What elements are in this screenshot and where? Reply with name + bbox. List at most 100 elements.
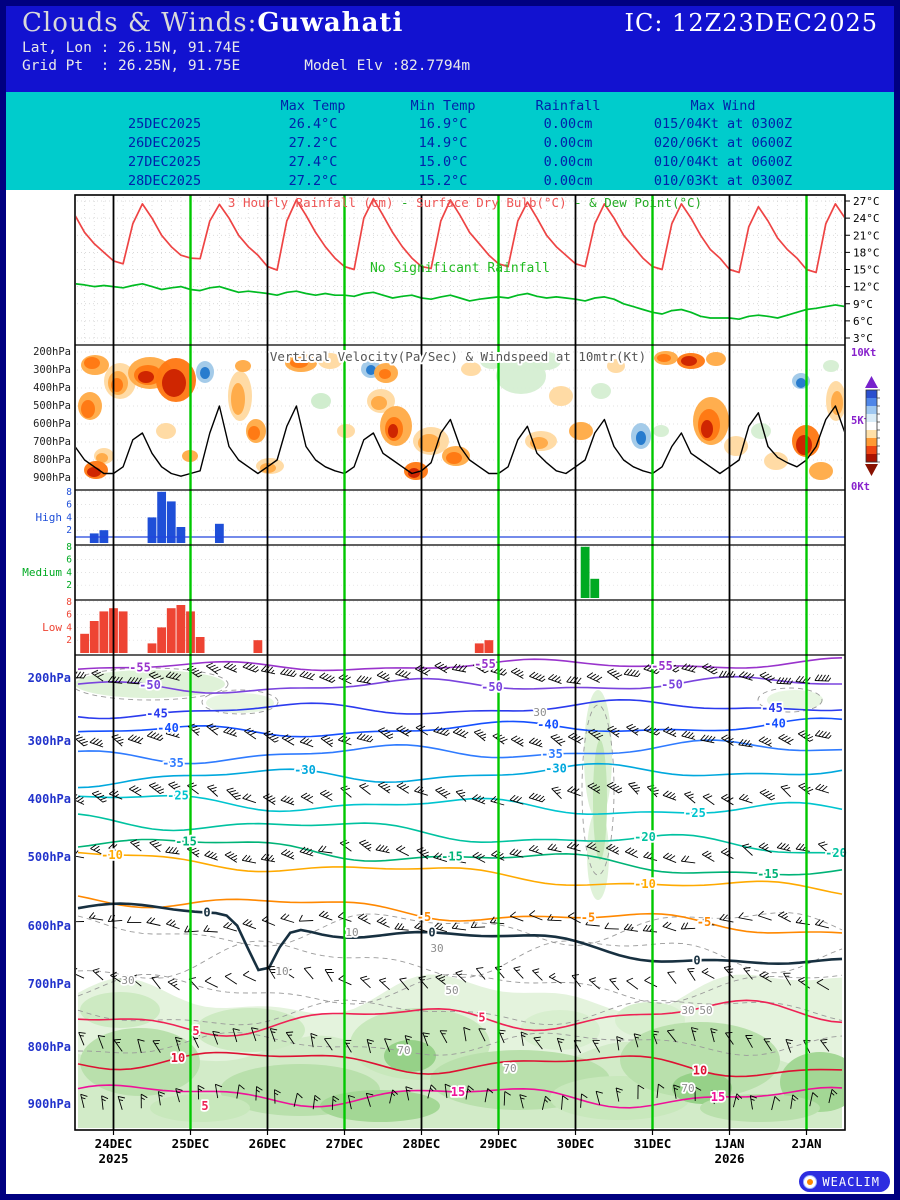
svg-text:-15: -15 bbox=[757, 867, 779, 881]
svg-text:-25: -25 bbox=[167, 789, 189, 803]
title-station: Guwahati bbox=[257, 8, 404, 38]
summary-col-header: Min Temp bbox=[410, 97, 476, 114]
svg-text:5: 5 bbox=[684, 1004, 691, 1018]
svg-text:-35: -35 bbox=[162, 756, 184, 770]
wind-barbs bbox=[76, 661, 838, 1111]
svg-text:200hPa: 200hPa bbox=[33, 346, 71, 358]
summary-table-row: 28DEC2025 27.2°C 15.2°C 0.00cm 010/03Kt at 0… bbox=[6, 171, 894, 190]
svg-text:0: 0 bbox=[428, 925, 435, 939]
summary-value: 0.00cm bbox=[543, 115, 593, 132]
svg-text:26DEC: 26DEC bbox=[249, 1136, 287, 1151]
svg-text:0Kt: 0Kt bbox=[851, 481, 870, 493]
svg-text:5: 5 bbox=[192, 1024, 199, 1038]
svg-text:4: 4 bbox=[66, 512, 72, 523]
svg-text:400hPa: 400hPa bbox=[28, 792, 71, 806]
model-elv-label: Model Elv :82.7794m bbox=[304, 58, 471, 74]
summary-value: 0.00cm bbox=[543, 134, 593, 151]
svg-text:600hPa: 600hPa bbox=[33, 418, 71, 430]
svg-text:31DEC: 31DEC bbox=[634, 1136, 672, 1151]
svg-text:6°C: 6°C bbox=[853, 315, 873, 328]
grid-pt-label: Grid Pt : 26.25N, 91.75E bbox=[22, 58, 241, 74]
upper-air-panel bbox=[76, 657, 844, 1128]
summary-value: 27.4°C bbox=[288, 153, 338, 170]
cloud-panels bbox=[75, 491, 845, 653]
svg-text:Medium: Medium bbox=[22, 566, 62, 579]
svg-text:-5: -5 bbox=[417, 910, 431, 924]
page-title: Clouds & Winds:Guwahati bbox=[22, 8, 403, 38]
surface-panel bbox=[76, 197, 844, 343]
svg-text:10: 10 bbox=[345, 926, 358, 939]
svg-text:30DEC: 30DEC bbox=[557, 1136, 595, 1151]
svg-text:5: 5 bbox=[478, 1010, 485, 1024]
svg-text:600hPa: 600hPa bbox=[28, 919, 71, 933]
summary-table-row: 25DEC2025 26.4°C 16.9°C 0.00cm 015/04Kt at 0… bbox=[6, 114, 894, 133]
svg-text:6: 6 bbox=[66, 555, 72, 566]
svg-text:70: 70 bbox=[681, 1082, 694, 1095]
svg-text:5: 5 bbox=[201, 1099, 208, 1113]
svg-text:-55: -55 bbox=[651, 659, 673, 673]
svg-text:2: 2 bbox=[66, 580, 72, 591]
summary-value: 26.4°C bbox=[288, 115, 338, 132]
summary-date: 28DEC2025 bbox=[128, 172, 202, 189]
summary-table-row: 26DEC2025 27.2°C 14.9°C 0.00cm 020/06Kt at 0… bbox=[6, 133, 894, 152]
svg-text:-10: -10 bbox=[634, 877, 656, 891]
svg-text:1JAN: 1JAN bbox=[714, 1136, 744, 1151]
svg-text:21°C: 21°C bbox=[853, 229, 880, 242]
summary-value: 16.9°C bbox=[418, 115, 468, 132]
svg-text:24°C: 24°C bbox=[853, 212, 880, 225]
svg-text:30: 30 bbox=[533, 706, 546, 719]
title-label: Clouds & Winds: bbox=[22, 8, 258, 38]
weaclim-logo[interactable]: WEACLIM bbox=[799, 1171, 890, 1192]
svg-text:70: 70 bbox=[503, 1062, 516, 1075]
svg-text:900hPa: 900hPa bbox=[33, 472, 71, 484]
svg-text:70: 70 bbox=[397, 1044, 410, 1057]
summary-value: 0.00cm bbox=[543, 172, 593, 189]
summary-value: 27.2°C bbox=[288, 172, 338, 189]
svg-text:400hPa: 400hPa bbox=[33, 382, 71, 394]
svg-text:4: 4 bbox=[66, 567, 72, 578]
no-rainfall-annotation: No Significant Rainfall bbox=[370, 261, 550, 276]
svg-text:-15: -15 bbox=[441, 850, 463, 864]
lat-lon-label: Lat, Lon : 26.15N, 91.74E bbox=[22, 40, 241, 56]
summary-table: Max Temp Min Temp Rainfall Max Wind 25DEC20… bbox=[6, 92, 894, 190]
svg-text:27DEC: 27DEC bbox=[326, 1136, 364, 1151]
vertical-velocity-panel bbox=[76, 351, 844, 480]
summary-table-body: 25DEC2025 26.4°C 16.9°C 0.00cm 015/04Kt at 0… bbox=[6, 114, 894, 190]
svg-text:200hPa: 200hPa bbox=[28, 671, 71, 685]
svg-text:-40: -40 bbox=[157, 721, 179, 735]
svg-text:-50: -50 bbox=[139, 678, 161, 692]
summary-value: 14.9°C bbox=[418, 134, 468, 151]
svg-text:50: 50 bbox=[445, 984, 458, 997]
svg-text:15: 15 bbox=[451, 1085, 465, 1099]
svg-text:Low: Low bbox=[42, 621, 62, 634]
svg-text:15: 15 bbox=[711, 1090, 725, 1104]
svg-text:-50: -50 bbox=[661, 678, 683, 692]
svg-text:5Kt: 5Kt bbox=[851, 415, 870, 427]
svg-text:-5: -5 bbox=[697, 915, 711, 929]
svg-text:6: 6 bbox=[66, 500, 72, 511]
summary-col-header: Max Wind bbox=[690, 97, 756, 114]
summary-value: 015/04Kt at 0300Z bbox=[653, 115, 793, 132]
svg-text:50: 50 bbox=[699, 1004, 712, 1017]
vv-panel-title: Vertical Velocity(Pa/Sec) & Windspeed at… bbox=[270, 349, 646, 364]
svg-text:25DEC: 25DEC bbox=[172, 1136, 210, 1151]
svg-text:18°C: 18°C bbox=[853, 246, 880, 259]
weaclim-globe-icon bbox=[803, 1174, 818, 1189]
svg-text:10Kt: 10Kt bbox=[851, 347, 876, 359]
svg-text:10: 10 bbox=[171, 1051, 185, 1065]
svg-text:High: High bbox=[36, 511, 63, 524]
svg-text:9°C: 9°C bbox=[853, 298, 873, 311]
svg-text:-30: -30 bbox=[545, 762, 567, 776]
svg-text:2JAN: 2JAN bbox=[791, 1136, 821, 1151]
svg-text:-10: -10 bbox=[101, 848, 123, 862]
svg-text:-55: -55 bbox=[474, 657, 496, 671]
svg-text:-40: -40 bbox=[764, 716, 786, 730]
summary-date: 27DEC2025 bbox=[128, 153, 202, 170]
svg-text:2: 2 bbox=[66, 635, 72, 646]
svg-text:6: 6 bbox=[66, 610, 72, 621]
summary-value: 27.2°C bbox=[288, 134, 338, 151]
day-gridlines bbox=[112, 195, 808, 1130]
summary-col-header: Rainfall bbox=[535, 97, 601, 114]
svg-text:27°C: 27°C bbox=[853, 195, 880, 208]
contour-labels: -55 -55 -55-50 -50 -50-45 -45-40 -40 -40-35-35-… bbox=[99, 195, 848, 1115]
